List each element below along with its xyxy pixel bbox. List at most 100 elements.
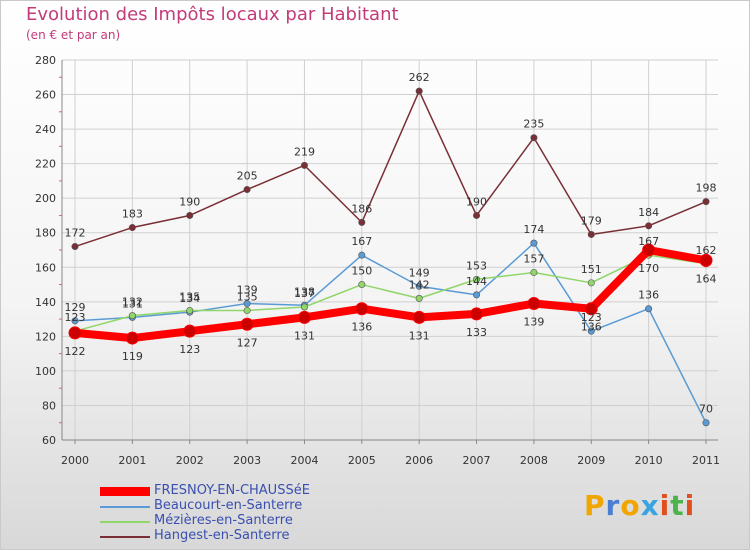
x-tick-label: 2009 [577,454,605,467]
proxiti-logo: Proxiti [584,489,695,522]
data-point [527,297,541,311]
logo-letter: o [620,489,641,522]
x-tick-label: 2001 [118,454,146,467]
x-tick-label: 2002 [176,454,204,467]
x-tick-label: 2005 [348,454,376,467]
data-point [702,198,710,206]
data-label: 151 [581,263,602,276]
data-point [300,161,308,169]
data-point [702,419,710,427]
legend-swatch-fresnoy [100,487,150,496]
data-label: 186 [351,202,372,215]
x-tick-label: 2010 [635,454,663,467]
data-label: 162 [696,244,717,257]
data-label: 205 [237,170,258,183]
data-label: 136 [581,321,602,334]
data-point [473,211,481,219]
data-label: 135 [237,290,258,303]
data-point [587,230,595,238]
x-tick-label: 2008 [520,454,548,467]
data-point [412,310,426,324]
data-point [587,327,595,335]
data-point [415,282,423,290]
data-point [530,134,538,142]
data-label: 131 [122,297,143,310]
y-tick-label: 200 [35,192,56,205]
data-label: 139 [523,316,544,329]
y-tick-label: 80 [42,399,56,412]
data-point [128,312,136,320]
y-tick-label: 60 [42,434,56,447]
data-label: 172 [65,227,86,240]
data-label: 132 [122,296,143,309]
legend-swatch-mezieres [100,521,150,523]
data-point [128,224,136,232]
series-line-0 [71,246,710,343]
chart-title: Evolution des Impôts locaux par Habitant [26,4,399,25]
y-tick-label: 160 [35,261,56,274]
legend-swatch-hangest [100,536,150,538]
data-point [297,310,311,324]
data-label: 123 [179,343,200,356]
data-point [240,317,254,331]
data-point [355,302,369,316]
y-tick-label: 260 [35,89,56,102]
data-label: 149 [409,266,430,279]
data-label: 164 [696,272,717,285]
legend-swatch-beaucourt [100,506,150,508]
data-point [645,305,653,313]
y-tick-label: 100 [35,365,56,378]
data-point [243,186,251,194]
data-label: 142 [409,278,430,291]
y-tick-label: 140 [35,296,56,309]
x-tick-label: 2007 [463,454,491,467]
data-label: 144 [466,275,487,288]
data-point [530,239,538,247]
data-label: 179 [581,214,602,227]
data-label: 119 [122,350,143,363]
data-label: 262 [409,71,430,84]
data-label: 167 [351,235,372,248]
data-point [125,331,139,345]
legend-label-beaucourt: Beaucourt-en-Santerre [154,498,303,513]
data-point [358,251,366,259]
logo-letter: t [670,489,685,522]
data-point [587,279,595,287]
data-point [645,222,653,230]
data-label: 190 [179,195,200,208]
data-point [415,87,423,95]
data-label: 190 [466,195,487,208]
data-label: 184 [638,206,659,219]
data-point [473,275,481,283]
data-label: 136 [351,321,372,334]
legend-label-fresnoy: FRESNOY-EN-CHAUSSéE [154,483,310,498]
data-point [71,243,79,251]
data-label: 219 [294,145,315,158]
logo-letter: P [584,489,606,522]
data-point [415,294,423,302]
logo-letter: i [659,489,671,522]
y-tick-label: 180 [35,227,56,240]
x-tick-label: 2004 [290,454,318,467]
legend-label-mezieres: Mézières-en-Santerre [154,513,293,528]
data-label: 167 [638,235,659,248]
data-label: 153 [466,259,487,272]
data-point [186,306,194,314]
x-tick-label: 2000 [61,454,89,467]
data-point [642,243,656,257]
data-point [243,306,251,314]
series-line-3 [74,90,707,248]
data-point [183,324,197,338]
data-label: 127 [237,336,258,349]
data-point [68,326,82,340]
data-point [699,253,713,267]
logo-letter: i [684,489,696,522]
data-label: 138 [294,285,315,298]
legend-label-hangest: Hangest-en-Santerre [154,528,290,543]
data-label: 123 [581,311,602,324]
data-label: 136 [638,289,659,302]
data-point [473,291,481,299]
chart-subtitle: (en € et par an) [26,28,121,42]
data-point [530,268,538,276]
y-tick-label: 280 [35,54,56,67]
